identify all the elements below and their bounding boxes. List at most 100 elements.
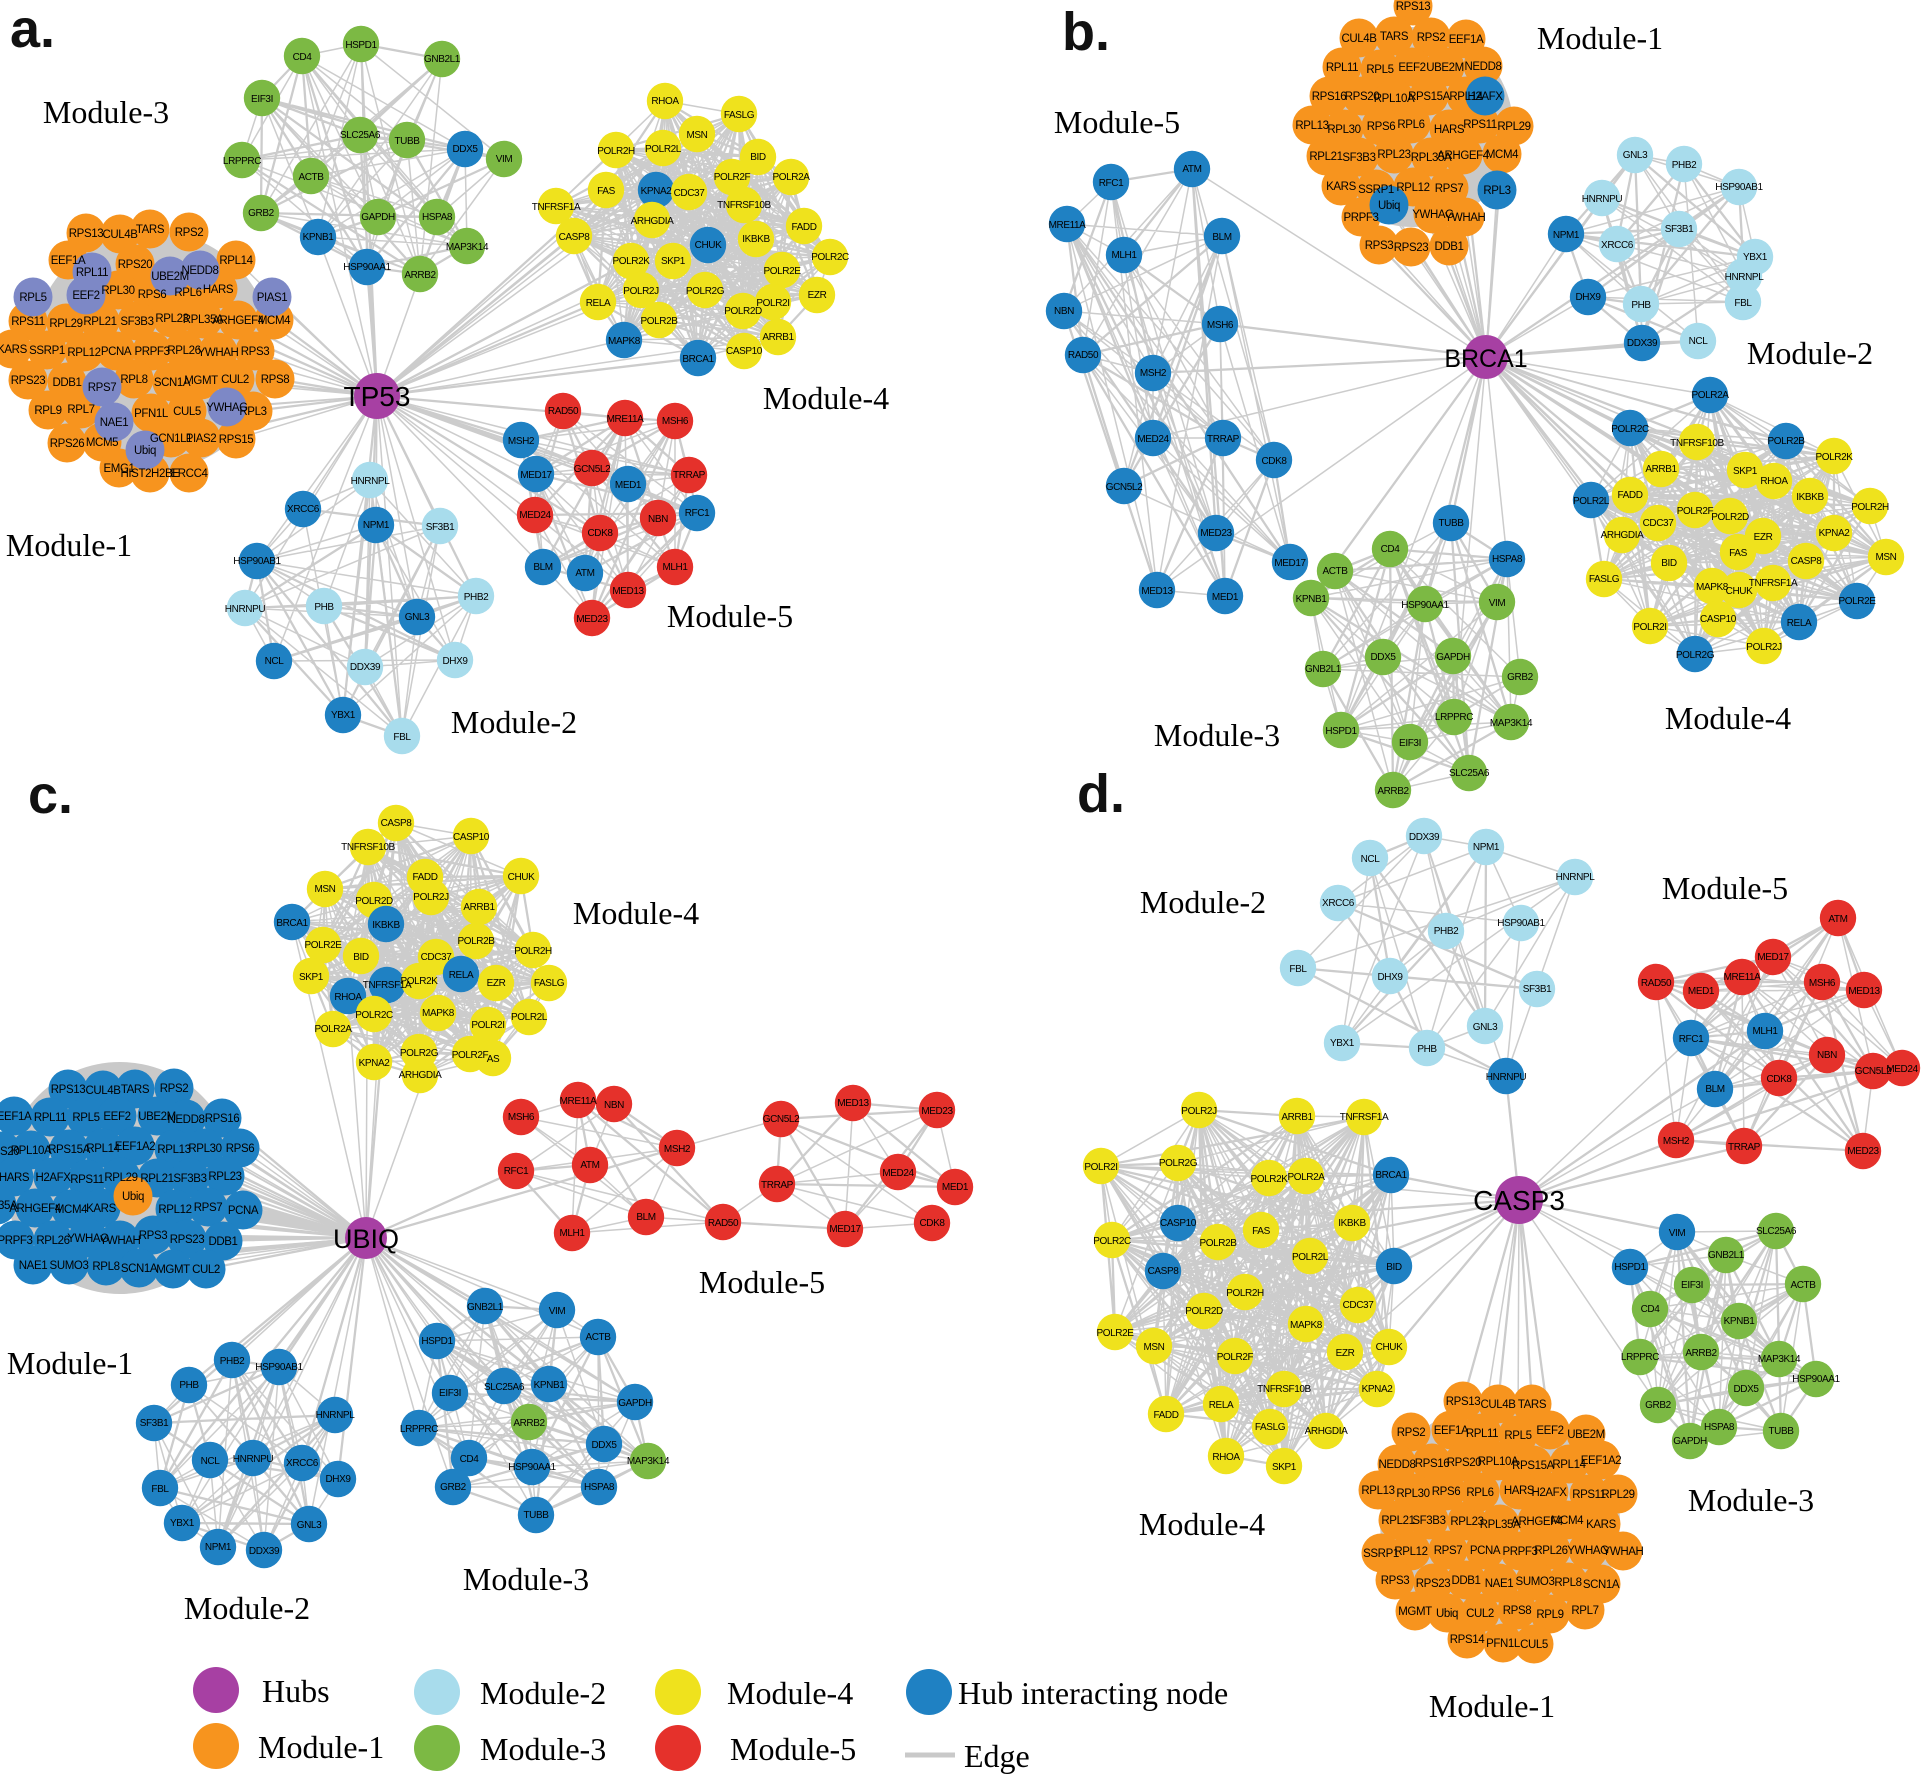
svg-text:EIF3I: EIF3I [439, 1388, 461, 1399]
svg-text:SCN1A: SCN1A [1583, 1579, 1620, 1591]
svg-text:CD4: CD4 [1641, 1304, 1661, 1315]
svg-text:Module-1: Module-1 [7, 1345, 133, 1381]
svg-text:GCN5L2: GCN5L2 [1106, 482, 1143, 493]
svg-text:DHX9: DHX9 [1377, 972, 1403, 983]
svg-text:CDK8: CDK8 [1766, 1074, 1792, 1085]
svg-text:FADD: FADD [412, 872, 437, 883]
svg-text:ARHGEF4: ARHGEF4 [9, 1203, 62, 1215]
svg-text:DDX39: DDX39 [1627, 338, 1658, 349]
svg-text:RPL3: RPL3 [1483, 185, 1510, 197]
svg-text:NCL: NCL [265, 656, 285, 667]
svg-text:RPS16: RPS16 [205, 1113, 239, 1125]
svg-text:POLR2H: POLR2H [1851, 502, 1889, 513]
svg-text:HSP90AA1: HSP90AA1 [1792, 1374, 1840, 1385]
svg-text:Module-2: Module-2 [451, 704, 577, 740]
svg-text:POLR2K: POLR2K [400, 976, 438, 987]
svg-text:NEDD8: NEDD8 [182, 265, 219, 277]
svg-text:SSRP1: SSRP1 [29, 345, 65, 357]
svg-text:EEF1A: EEF1A [1434, 1425, 1469, 1437]
svg-text:MCM4: MCM4 [1551, 1515, 1584, 1527]
svg-text:NEDD8: NEDD8 [168, 1114, 205, 1126]
svg-text:RPS3: RPS3 [139, 1230, 167, 1242]
svg-text:MSH6: MSH6 [662, 416, 689, 427]
svg-text:RPL21: RPL21 [1381, 1515, 1414, 1527]
svg-text:Module-4: Module-4 [763, 380, 889, 416]
svg-text:YWHAH: YWHAH [1603, 1546, 1644, 1558]
svg-text:CASP10: CASP10 [453, 832, 490, 843]
svg-text:POLR2C: POLR2C [1093, 1236, 1131, 1247]
svg-text:HSPA8: HSPA8 [584, 1482, 615, 1493]
svg-text:RPL35A: RPL35A [0, 1200, 18, 1212]
svg-text:VIM: VIM [549, 1306, 566, 1317]
svg-text:RPL3: RPL3 [239, 406, 266, 418]
svg-text:RPL7: RPL7 [67, 404, 94, 416]
svg-text:DHX9: DHX9 [442, 656, 468, 667]
svg-text:KARS: KARS [1326, 181, 1356, 193]
svg-text:UBE2M: UBE2M [138, 1111, 176, 1123]
svg-text:POLR2G: POLR2G [686, 286, 725, 297]
svg-text:KARS: KARS [86, 1203, 116, 1215]
svg-text:POLR2A: POLR2A [1691, 390, 1729, 401]
svg-text:KPNA2: KPNA2 [1819, 528, 1851, 539]
svg-text:RPS23: RPS23 [170, 1234, 204, 1246]
svg-text:POLR2L: POLR2L [1573, 496, 1610, 507]
svg-text:SKP1: SKP1 [299, 972, 324, 983]
svg-text:SF3B1: SF3B1 [1665, 224, 1694, 235]
svg-text:BID: BID [1386, 1262, 1402, 1273]
svg-text:RPL21: RPL21 [140, 1173, 173, 1185]
svg-text:BRCA1: BRCA1 [1444, 345, 1527, 373]
svg-text:TRRAP: TRRAP [1207, 434, 1240, 445]
svg-text:SF3B3: SF3B3 [120, 316, 153, 328]
svg-text:KARS: KARS [0, 344, 28, 356]
svg-text:LRPPRC: LRPPRC [223, 156, 261, 167]
svg-text:TNFRSF1A: TNFRSF1A [363, 980, 412, 991]
svg-text:TNFRSF1A: TNFRSF1A [532, 202, 581, 213]
svg-text:RHOA: RHOA [334, 992, 362, 1003]
svg-text:PRPF3: PRPF3 [0, 1235, 33, 1247]
svg-text:POLR2L: POLR2L [511, 1012, 548, 1023]
svg-text:LRPPRC: LRPPRC [400, 1424, 438, 1435]
svg-text:XRCC6: XRCC6 [1322, 898, 1355, 909]
svg-text:MAPK8: MAPK8 [1696, 582, 1729, 593]
svg-text:HNRNPL: HNRNPL [1725, 272, 1765, 283]
svg-text:RPS20: RPS20 [0, 1146, 19, 1158]
svg-text:HSPD1: HSPD1 [1614, 1262, 1646, 1273]
svg-text:MSN: MSN [314, 884, 335, 895]
svg-text:EZR: EZR [487, 978, 506, 989]
svg-text:HIST2H2BE: HIST2H2BE [120, 468, 180, 480]
svg-text:HARS: HARS [1434, 124, 1465, 136]
svg-text:b.: b. [1062, 2, 1110, 62]
svg-text:RPS11: RPS11 [70, 1174, 104, 1186]
svg-text:Ubiq: Ubiq [122, 1191, 144, 1203]
svg-text:RPS16: RPS16 [1312, 91, 1346, 103]
svg-text:MRE11A: MRE11A [1049, 220, 1087, 231]
svg-text:POLR2B: POLR2B [1767, 436, 1805, 447]
svg-text:POLR2F: POLR2F [714, 172, 751, 183]
svg-text:NBN: NBN [604, 1100, 624, 1111]
svg-text:HSPD1: HSPD1 [1325, 726, 1357, 737]
svg-text:LRPPRC: LRPPRC [1621, 1352, 1659, 1363]
svg-text:SF3B3: SF3B3 [173, 1173, 206, 1185]
svg-text:MED23: MED23 [1847, 1146, 1879, 1157]
svg-text:PRPF3: PRPF3 [134, 346, 169, 358]
svg-text:POLR2B: POLR2B [640, 316, 678, 327]
svg-text:GNB2L1: GNB2L1 [424, 54, 461, 65]
svg-text:RPL5: RPL5 [1504, 1430, 1531, 1442]
svg-text:POLR2C: POLR2C [1611, 424, 1649, 435]
svg-text:ATM: ATM [1828, 914, 1847, 925]
svg-text:RPS23: RPS23 [1416, 1578, 1450, 1590]
svg-text:CASP8: CASP8 [1791, 556, 1823, 567]
svg-text:MED1: MED1 [942, 1182, 969, 1193]
svg-text:RPL12: RPL12 [1394, 1546, 1427, 1558]
svg-text:TNFRSF10B: TNFRSF10B [717, 200, 771, 211]
svg-text:RPL14: RPL14 [86, 1143, 120, 1155]
svg-text:SUMO3: SUMO3 [1516, 1576, 1555, 1588]
svg-text:ARRB1: ARRB1 [1645, 464, 1677, 475]
svg-text:RAD50: RAD50 [548, 406, 579, 417]
svg-text:RPS2: RPS2 [1397, 1427, 1425, 1439]
svg-text:MSH2: MSH2 [508, 436, 535, 447]
svg-text:RHOA: RHOA [651, 96, 679, 107]
svg-text:RPL6: RPL6 [174, 287, 201, 299]
svg-text:TNFRSF10B: TNFRSF10B [1257, 1384, 1311, 1395]
svg-text:RPL23: RPL23 [1377, 149, 1410, 161]
